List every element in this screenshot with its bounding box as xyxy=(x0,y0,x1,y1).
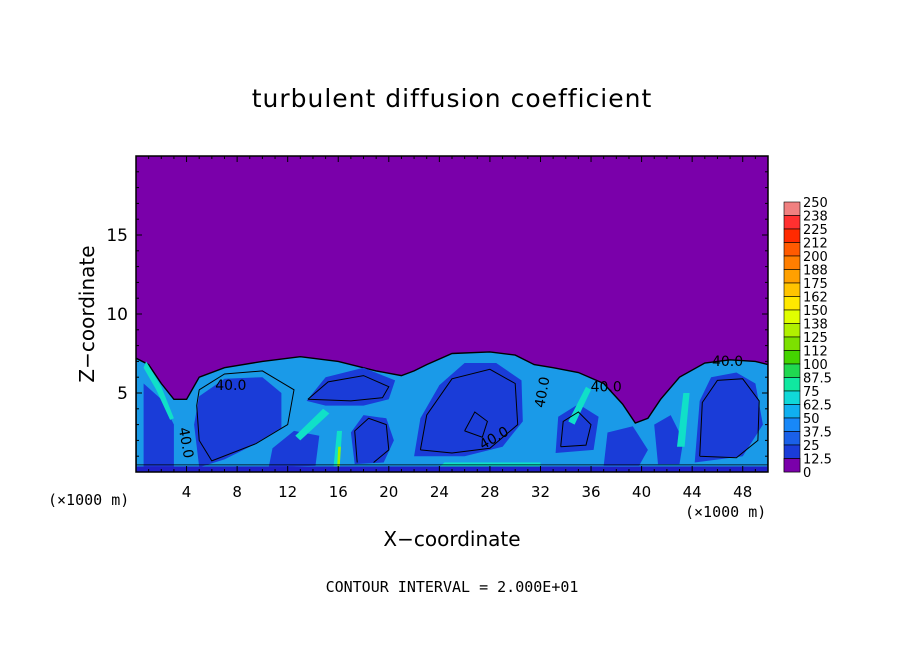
colorbar-swatch xyxy=(783,309,801,324)
eddy-3 xyxy=(306,367,396,406)
colorbar-label: 87.5 xyxy=(803,372,832,387)
colorbar-label: 125 xyxy=(803,331,828,346)
colorbar-swatch xyxy=(783,282,801,297)
y-tick-label: 10 xyxy=(106,305,128,325)
colorbar-label: 138 xyxy=(803,318,828,333)
x-tick-label: 28 xyxy=(480,483,499,501)
colorbar-swatch xyxy=(783,390,801,405)
eddy-2 xyxy=(194,377,282,468)
eddy-1 xyxy=(143,383,174,469)
y-tick-label: 5 xyxy=(117,384,128,404)
eddy-4 xyxy=(268,430,320,468)
colorbar-swatch xyxy=(783,255,801,270)
eddy-8 xyxy=(603,426,648,466)
colorbar-label: 0 xyxy=(803,466,811,481)
colorbar-label: 100 xyxy=(803,358,828,373)
colorbar-label: 238 xyxy=(803,210,828,225)
colorbar-swatch xyxy=(783,336,801,351)
colorbar-swatch xyxy=(783,363,801,378)
x-tick-label: 4 xyxy=(182,483,192,501)
y-axis-ticks: 5 10 15 xyxy=(106,171,768,457)
colorbar-swatch xyxy=(783,404,801,419)
eddy-5 xyxy=(350,415,394,465)
colorbar-label: 250 xyxy=(803,196,828,211)
x-tick-label: 20 xyxy=(379,483,398,501)
cyan-streak-3 xyxy=(295,408,330,441)
colorbar-label: 37.5 xyxy=(803,426,832,441)
y-axis-unit: (×1000 m) xyxy=(48,491,130,509)
colorbar-swatch xyxy=(783,201,801,216)
contour-label: 40.0 xyxy=(215,378,246,394)
contour-label: 40.0 xyxy=(532,376,553,409)
y-tick-label: 15 xyxy=(106,226,128,246)
x-tick-label: 48 xyxy=(733,483,752,501)
colorbar-label: 162 xyxy=(803,291,828,306)
colorbar-swatch xyxy=(783,215,801,230)
contour-line-3 xyxy=(699,378,760,459)
colorbar-swatch xyxy=(783,296,801,311)
contour-line-2 xyxy=(419,368,519,454)
colorbar-label: 188 xyxy=(803,264,828,279)
contour-label: 40.0 xyxy=(591,379,622,395)
contour-interval-note: CONTOUR INTERVAL = 2.000E+01 xyxy=(325,578,579,596)
chart-title: turbulent diffusion coefficient xyxy=(251,84,653,113)
contour-line-4 xyxy=(354,417,390,463)
x-tick-label: 8 xyxy=(232,483,242,501)
contour-label: 40.0 xyxy=(712,354,743,370)
contour-line-7 xyxy=(307,375,390,402)
colorbar-label: 75 xyxy=(803,385,820,400)
contour-label: 40.0 xyxy=(175,426,196,459)
colorbar-label: 150 xyxy=(803,304,828,319)
x-tick-label: 12 xyxy=(278,483,297,501)
eddy-10 xyxy=(694,372,763,463)
colorbar-label: 62.5 xyxy=(803,399,832,414)
colorbar-swatch xyxy=(783,458,801,473)
cyan-streak-4 xyxy=(677,393,690,447)
eddy-7 xyxy=(555,404,599,453)
x-axis-unit: (×1000 m) xyxy=(685,503,767,521)
colorbar-swatch xyxy=(783,269,801,284)
contour-line-1 xyxy=(196,370,295,462)
x-tick-label: 40 xyxy=(632,483,651,501)
colorbar-swatch xyxy=(783,417,801,432)
colorbar-swatch xyxy=(783,431,801,446)
contour-line-6 xyxy=(560,411,592,448)
colorbar-label: 175 xyxy=(803,277,828,292)
x-axis-ticks: 4 8 12 16 20 24 28 32 36 40 44 48 xyxy=(148,156,756,501)
colorbar-swatch xyxy=(783,323,801,338)
x-tick-label: 36 xyxy=(581,483,600,501)
x-tick-label: 24 xyxy=(430,483,449,501)
colorbar-label: 50 xyxy=(803,412,820,427)
colorbar-label: 12.5 xyxy=(803,453,832,468)
colorbar-swatch xyxy=(783,228,801,243)
colorbar: 2502382252122001881751621501381251121008… xyxy=(783,196,832,481)
eddy-9 xyxy=(654,415,684,465)
eddy-6 xyxy=(414,363,523,457)
colorbar-swatch xyxy=(783,350,801,365)
contour-line-5 xyxy=(464,411,488,438)
colorbar-label: 112 xyxy=(803,345,828,360)
colorbar-label: 225 xyxy=(803,223,828,238)
x-tick-label: 16 xyxy=(329,483,348,501)
contour-lines xyxy=(136,368,768,466)
y-axis-label: Z−coordinate xyxy=(75,245,99,383)
colorbar-label: 25 xyxy=(803,439,820,454)
green-streak xyxy=(337,446,341,471)
colorbar-swatch xyxy=(783,242,801,257)
cyan-streak-1 xyxy=(143,361,174,420)
colorbar-label: 212 xyxy=(803,237,828,252)
x-axis-label: X−coordinate xyxy=(383,527,521,551)
x-tick-label: 32 xyxy=(531,483,550,501)
colorbar-swatch xyxy=(783,377,801,392)
x-tick-label: 44 xyxy=(683,483,702,501)
colorbar-label: 200 xyxy=(803,250,828,265)
colorbar-swatch xyxy=(783,444,801,459)
